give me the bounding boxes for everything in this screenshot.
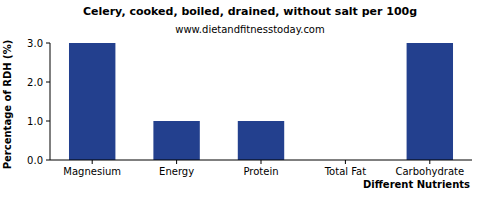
bar [153, 121, 199, 160]
y-tick-label: 2.0 [27, 77, 43, 88]
y-tick-label: 3.0 [27, 38, 43, 49]
x-tick-label: Magnesium [63, 166, 121, 177]
y-tick [46, 43, 50, 44]
chart: Celery, cooked, boiled, drained, without… [0, 0, 500, 200]
subtitle: www.dietandfitnesstoday.com [175, 24, 324, 35]
bar [407, 43, 453, 160]
y-tick [46, 160, 50, 161]
x-tick-label: Protein [243, 166, 278, 177]
bars [69, 43, 453, 160]
y-axis-label: Percentage of RDH (%) [2, 40, 13, 170]
bar [69, 43, 115, 160]
x-tick [176, 160, 177, 164]
y-tick [46, 82, 50, 83]
y-tick-label: 1.0 [27, 116, 43, 127]
y-axis [50, 43, 51, 160]
x-tick [429, 160, 430, 164]
x-tick [261, 160, 262, 164]
x-tick [345, 160, 346, 164]
x-tick-label: Energy [159, 166, 194, 177]
x-axis-label: Different Nutrients [363, 179, 470, 190]
y-tick [46, 121, 50, 122]
title: Celery, cooked, boiled, drained, without… [83, 5, 417, 18]
x-tick [92, 160, 93, 164]
x-tick-label: Carbohydrate [395, 166, 464, 177]
bar [238, 121, 284, 160]
x-tick-label: Total Fat [324, 166, 366, 177]
y-tick-label: 0.0 [27, 155, 43, 166]
